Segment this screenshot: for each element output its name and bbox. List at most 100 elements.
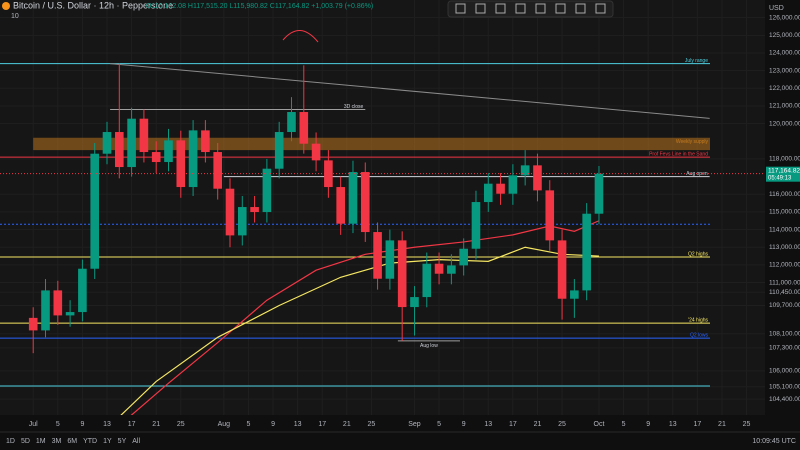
- y-tick-label: 106,000.00: [769, 368, 800, 375]
- x-tick-label: 9: [80, 421, 84, 428]
- tool-trash[interactable]: [595, 3, 606, 14]
- candle-body: [78, 268, 87, 313]
- candle-body: [533, 165, 542, 191]
- range-button[interactable]: 3M: [52, 438, 62, 445]
- candle-body: [348, 172, 358, 224]
- range-button[interactable]: 6M: [67, 438, 77, 445]
- x-tick-label: 25: [743, 421, 751, 428]
- candle-body: [262, 168, 272, 213]
- candle-body: [459, 248, 468, 266]
- candle-body: [360, 172, 370, 233]
- candle-body: [127, 118, 136, 168]
- range-button[interactable]: All: [132, 438, 140, 445]
- clock: 10:09:45 UTC: [752, 438, 796, 445]
- range-button[interactable]: 1D: [6, 438, 15, 445]
- candle-body: [114, 132, 124, 168]
- candle-body: [299, 112, 309, 144]
- candle-body: [520, 165, 530, 176]
- candle-body: [434, 263, 444, 274]
- tool-rect[interactable]: [515, 3, 526, 14]
- y-tick-label: 120,000.00: [769, 120, 800, 127]
- candle-body: [545, 190, 555, 241]
- x-tick-label: 5: [622, 421, 626, 428]
- range-button[interactable]: 1Y: [103, 438, 112, 445]
- tool-ray[interactable]: [475, 3, 486, 14]
- x-tick-label: Aug: [218, 421, 231, 428]
- drawing-toolbar: [447, 0, 614, 18]
- plot-bg: [0, 0, 765, 415]
- level-label: Aug open: [686, 171, 708, 177]
- trendline: [110, 63, 710, 119]
- candle-body: [41, 290, 50, 331]
- tool-brush[interactable]: [535, 3, 546, 14]
- y-tick-label: 113,000.00: [769, 244, 800, 251]
- candle-body: [188, 130, 198, 188]
- x-tick-label: Oct: [594, 421, 605, 428]
- tool-measure[interactable]: [575, 3, 586, 14]
- candle-body: [336, 187, 345, 224]
- symbol: Bitcoin / U.S. Dollar · 12h · Pepperston…: [13, 0, 173, 10]
- x-tick-label: 21: [343, 421, 351, 428]
- indicator-count[interactable]: 10: [11, 13, 19, 20]
- y-tick-label: 123,000.00: [769, 67, 800, 74]
- y-tick-label: 110,450.00: [769, 289, 800, 296]
- currency[interactable]: USD: [769, 5, 784, 12]
- x-tick-label: 13: [294, 421, 302, 428]
- x-tick-label: 9: [646, 421, 650, 428]
- level-label: Prof Fevs Line in the Sand: [649, 151, 708, 157]
- tool-text[interactable]: [555, 3, 566, 14]
- x-tick-label: 25: [177, 421, 185, 428]
- candle-body: [483, 183, 493, 203]
- btc-icon: [2, 2, 10, 10]
- arrow-annotation: [282, 30, 319, 43]
- candle-body: [139, 118, 149, 153]
- candle-body: [237, 207, 247, 236]
- price-axis-bg: [765, 0, 800, 450]
- x-tick-label: 9: [271, 421, 275, 428]
- range-button[interactable]: 5Y: [118, 438, 127, 445]
- tool-line[interactable]: [455, 3, 466, 14]
- x-tick-label: 21: [534, 421, 542, 428]
- last-price-box: [766, 166, 800, 182]
- candle-body: [225, 188, 235, 236]
- x-tick-label: 21: [152, 421, 160, 428]
- tool-pen[interactable]: [495, 3, 506, 14]
- y-tick-label: 112,000.00: [769, 262, 800, 269]
- x-tick-label: 9: [462, 421, 466, 428]
- candle-body: [151, 152, 161, 163]
- x-tick-label: 17: [318, 421, 326, 428]
- x-tick-label: 13: [484, 421, 492, 428]
- range-button[interactable]: YTD: [83, 438, 97, 445]
- last-price-label: 117,164.82: [768, 167, 800, 174]
- y-tick-label: 108,100.00: [769, 330, 800, 337]
- range-button[interactable]: 5D: [21, 438, 30, 445]
- level-label: Q2 lows: [690, 333, 709, 339]
- level-label: Q2 highs: [688, 251, 709, 257]
- y-tick-label: 105,100.00: [769, 383, 800, 390]
- x-tick-label: 13: [669, 421, 677, 428]
- x-tick-label: 25: [368, 421, 376, 428]
- countdown: 05:49:13: [768, 175, 792, 181]
- y-tick-label: 121,000.00: [769, 103, 800, 110]
- x-tick-label: 17: [509, 421, 517, 428]
- candle-body: [28, 317, 38, 331]
- candle-body: [410, 297, 419, 308]
- x-tick-label: 5: [246, 421, 250, 428]
- candle-body: [570, 290, 579, 299]
- level-label: July range: [685, 58, 708, 64]
- ohlc: O116,162.08 H117,515.20 L115,980.82 C117…: [146, 3, 373, 10]
- candle-body: [53, 290, 63, 316]
- candle-body: [250, 207, 259, 213]
- candle-body: [287, 112, 296, 133]
- candle-body: [447, 265, 456, 274]
- y-tick-label: 118,000.00: [769, 156, 800, 163]
- x-tick-label: 21: [718, 421, 726, 428]
- range-button[interactable]: 1M: [36, 438, 46, 445]
- candle-body: [594, 173, 604, 214]
- candle-body: [311, 143, 321, 161]
- toolbar: [447, 0, 614, 18]
- candle-body: [582, 213, 591, 291]
- candle-body: [496, 183, 505, 194]
